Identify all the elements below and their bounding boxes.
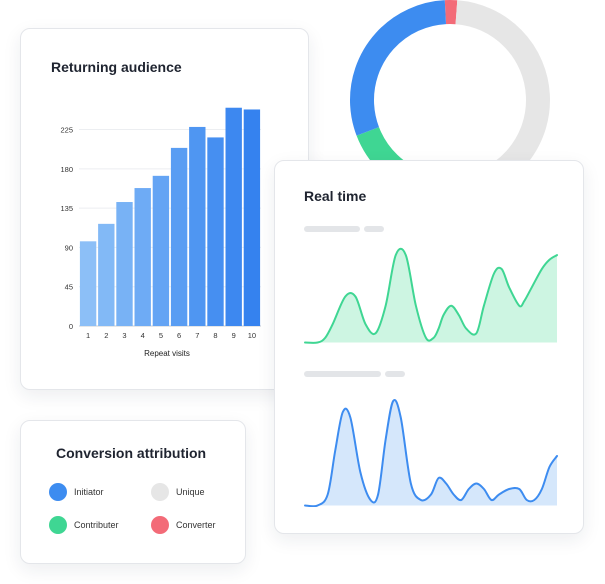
area-line <box>304 247 558 344</box>
placeholder-bar <box>304 226 360 232</box>
legend-item-initiator: Initiator <box>49 483 104 501</box>
x-tick-label: 4 <box>141 331 145 340</box>
bar-3 <box>116 202 133 326</box>
legend-dot-unique <box>151 483 169 501</box>
bar-1 <box>79 241 97 326</box>
bar-4 <box>134 188 151 326</box>
y-tick-label: 0 <box>69 322 73 331</box>
legend-label-contributer: Contributer <box>74 520 119 530</box>
x-tick-label: 8 <box>213 331 217 340</box>
x-tick-label: 1 <box>86 331 90 340</box>
bar-2 <box>98 223 115 326</box>
conversion-attribution-title: Conversion attribution <box>56 445 207 461</box>
bar-7 <box>189 126 206 326</box>
legend-dot-contributer <box>49 516 67 534</box>
real-time-title: Real time <box>304 188 367 204</box>
returning-audience-title: Returning audience <box>51 59 182 75</box>
conversion-attribution-card: Conversion attribution Initiator Unique … <box>20 420 246 564</box>
area-fill <box>305 248 557 343</box>
bar-6 <box>170 147 188 326</box>
bar-10 <box>243 109 261 326</box>
legend-label-initiator: Initiator <box>74 487 104 497</box>
legend-dot-converter <box>151 516 169 534</box>
y-tick-label: 135 <box>60 204 73 213</box>
placeholder-bar <box>304 371 381 377</box>
legend-label-converter: Converter <box>176 520 216 530</box>
real-time-card: Real time <box>274 160 584 534</box>
x-tick-label: 3 <box>122 331 126 340</box>
real-time-area-chart-blue <box>304 399 558 507</box>
placeholder-bar <box>364 226 384 232</box>
legend-item-contributer: Contributer <box>49 516 119 534</box>
x-tick-label: 10 <box>248 331 256 340</box>
x-axis-label: Repeat visits <box>144 349 190 358</box>
x-tick-label: 2 <box>104 331 108 340</box>
bar-9 <box>225 107 242 326</box>
area-line <box>304 399 558 507</box>
x-tick-label: 5 <box>159 331 163 340</box>
returning-audience-card: Returning audience 0 45 90 135 180 225 1 2 3 4 5 6 7… <box>20 28 309 390</box>
area-fill <box>305 399 557 507</box>
y-tick-label: 225 <box>60 126 73 135</box>
donut-slice-converter <box>350 0 550 200</box>
x-tick-label: 9 <box>232 331 236 340</box>
x-tick-label: 7 <box>195 331 199 340</box>
bar-5 <box>152 175 170 326</box>
legend-dot-initiator <box>49 483 67 501</box>
placeholder-bar <box>385 371 405 377</box>
y-tick-label: 45 <box>65 283 73 292</box>
legend-item-unique: Unique <box>151 483 205 501</box>
x-tick-label: 6 <box>177 331 181 340</box>
real-time-area-chart-green <box>304 247 558 344</box>
y-tick-label: 180 <box>60 165 73 174</box>
bar-8 <box>207 137 224 326</box>
legend-item-converter: Converter <box>151 516 216 534</box>
legend-label-unique: Unique <box>176 487 205 497</box>
y-tick-label: 90 <box>65 243 73 252</box>
